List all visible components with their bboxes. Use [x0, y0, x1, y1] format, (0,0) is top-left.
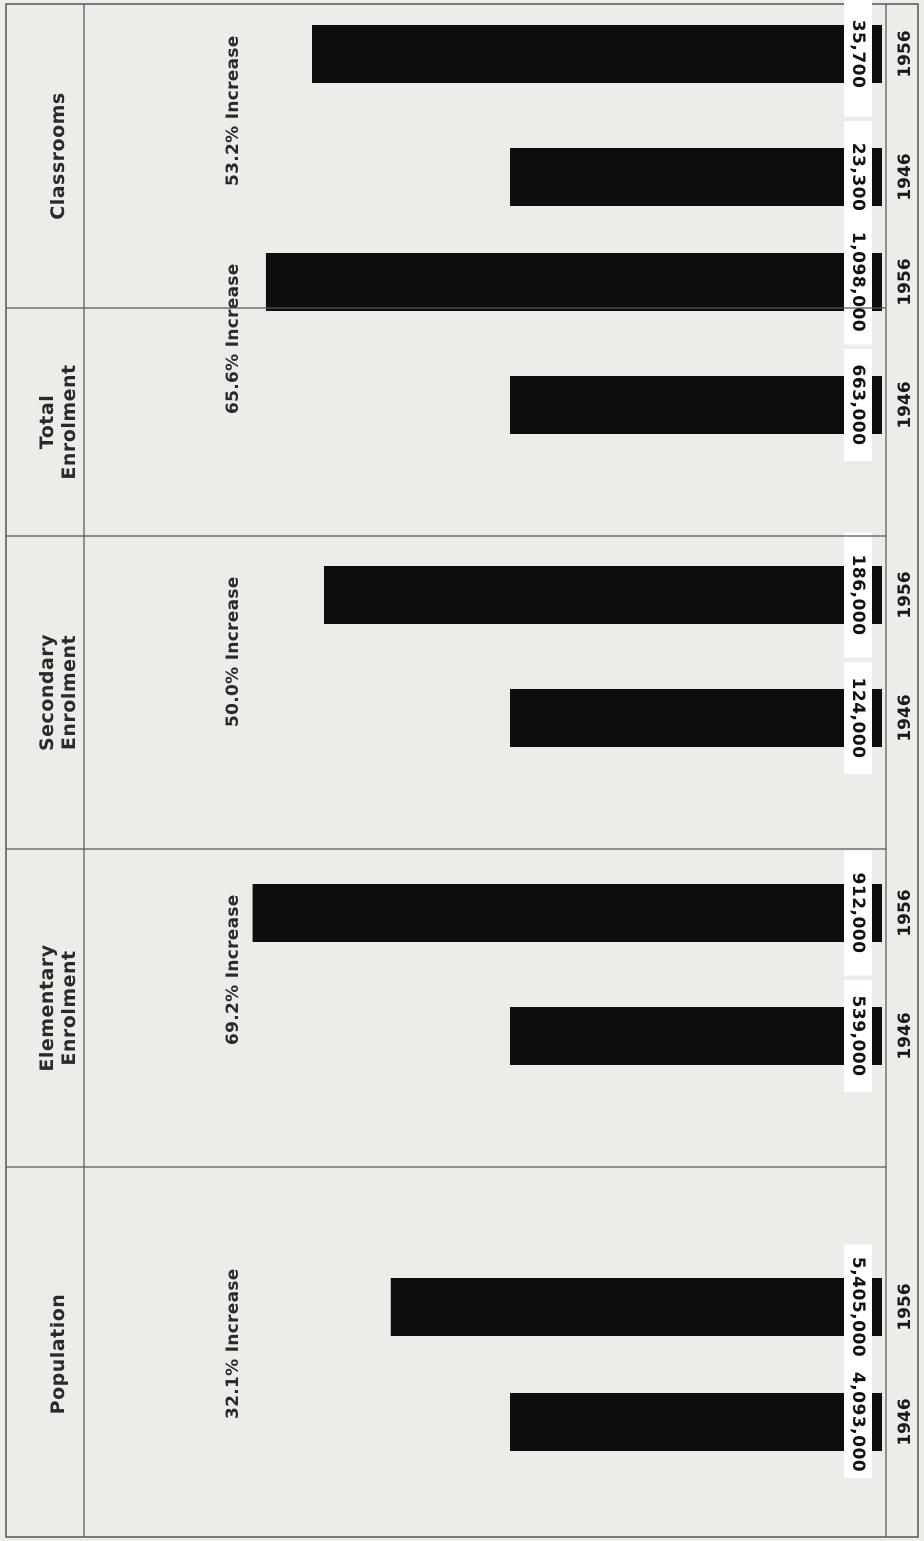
year-label-1946: 1946 — [895, 381, 915, 428]
value-label: 912,000 — [848, 873, 868, 954]
panel-title-line: Elementary — [36, 944, 58, 1071]
value-label: 23,300 — [848, 143, 868, 212]
year-label-1956: 1956 — [895, 889, 915, 936]
panel-title-line: Enrolment — [58, 364, 80, 479]
bar-1946 — [510, 689, 882, 747]
value-label: 186,000 — [848, 555, 868, 636]
panel-2: Secondary Enrolment 50.0% Increase 124,000 1… — [6, 533, 915, 850]
panel-0: Population 32.1% Increase 4,093,000 1946 5,4… — [47, 1245, 915, 1479]
bar-1956 — [266, 253, 882, 311]
panel-title-line: Enrolment — [58, 635, 80, 750]
value-label: 663,000 — [848, 365, 868, 446]
panel-title-line: Classrooms — [47, 92, 69, 219]
bar-1956 — [391, 1278, 882, 1336]
value-label: 539,000 — [848, 996, 868, 1077]
year-label-1946: 1946 — [895, 1398, 915, 1445]
increase-label: 65.6% Increase — [223, 263, 243, 414]
value-label: 1,098,000 — [848, 232, 868, 332]
increase-label: 32.1% Increase — [223, 1268, 243, 1419]
bar-1946 — [510, 1393, 882, 1451]
year-label-1946: 1946 — [895, 694, 915, 741]
year-label-1946: 1946 — [895, 153, 915, 200]
increase-label: 53.2% Increase — [223, 35, 243, 186]
value-label: 124,000 — [848, 678, 868, 759]
panel-title-line: Enrolment — [58, 950, 80, 1065]
bar-1956 — [324, 566, 882, 624]
panel-title-line: Total — [36, 395, 58, 449]
value-label: 4,093,000 — [848, 1372, 868, 1472]
year-label-1946: 1946 — [895, 1012, 915, 1059]
year-label-1956: 1956 — [895, 1283, 915, 1330]
bar-1956 — [312, 25, 882, 83]
increase-label: 69.2% Increase — [223, 894, 243, 1045]
value-label: 35,700 — [848, 20, 868, 89]
panel-1: Elementary Enrolment 69.2% Increase 539,000… — [6, 851, 915, 1168]
bar-1946 — [510, 148, 882, 206]
bar-1946 — [510, 1007, 882, 1065]
year-label-1956: 1956 — [895, 571, 915, 618]
bar-1956 — [253, 884, 882, 942]
panel-title-line: Secondary — [36, 634, 58, 751]
panel-3: Total Enrolment 65.6% Increase 663,000 1946 1… — [6, 220, 915, 537]
increase-label: 50.0% Increase — [223, 576, 243, 727]
panel-title-line: Population — [47, 1294, 69, 1415]
bar-1946 — [510, 376, 882, 434]
year-label-1956: 1956 — [895, 30, 915, 77]
value-label: 5,405,000 — [848, 1257, 868, 1357]
year-label-1956: 1956 — [895, 258, 915, 305]
